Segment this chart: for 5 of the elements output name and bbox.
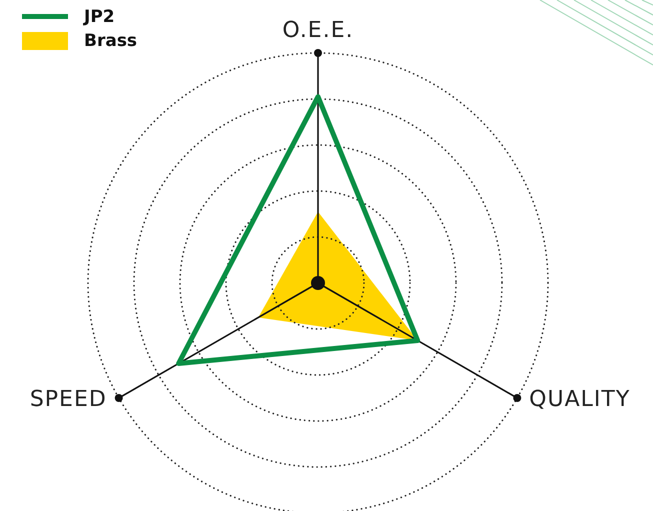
legend-label: JP2 bbox=[83, 7, 115, 27]
spoke-label: SPEED bbox=[30, 387, 107, 412]
spoke-label: QUALITY bbox=[529, 387, 630, 412]
spoke-label: O.E.E. bbox=[282, 18, 354, 43]
legend-label: Brass bbox=[84, 31, 138, 51]
